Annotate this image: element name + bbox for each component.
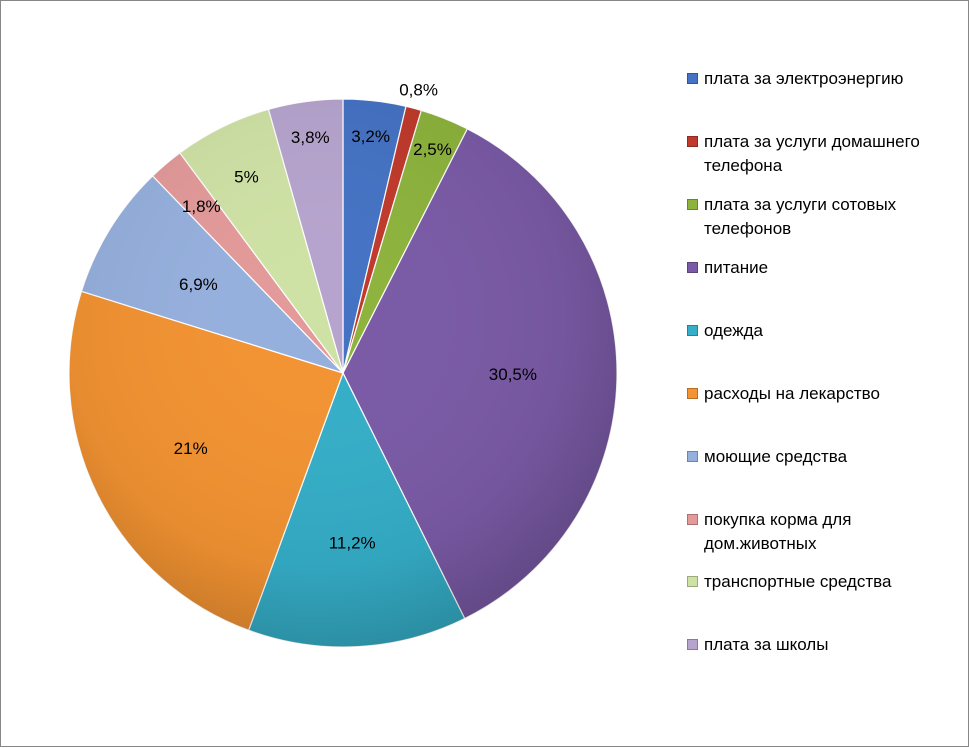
pie-data-label: 1,8%	[182, 197, 221, 216]
legend-label: транспортные средства	[704, 572, 892, 591]
pie-data-label: 2,5%	[413, 140, 452, 159]
legend-swatch	[687, 136, 698, 147]
legend-item-home-phone: плата за услуги домашнего телефона	[687, 130, 957, 178]
legend-item-pet-food: покупка корма для дом.животных	[687, 508, 957, 556]
legend-swatch	[687, 73, 698, 84]
pie-data-label: 30,5%	[489, 365, 537, 384]
legend-swatch	[687, 262, 698, 273]
pie-data-label: 3,2%	[351, 127, 390, 146]
legend-label: моющие средства	[704, 447, 848, 466]
legend-swatch	[687, 199, 698, 210]
legend-label: плата за школы	[704, 635, 829, 654]
legend-swatch	[687, 576, 698, 587]
pie-data-label: 21%	[174, 439, 208, 458]
pie-data-label: 3,8%	[291, 128, 330, 147]
legend-label: плата за услуги сотовых телефонов	[704, 195, 897, 238]
legend-item-schools: плата за школы	[687, 633, 957, 657]
pie-data-label: 6,9%	[179, 275, 218, 294]
legend-swatch	[687, 514, 698, 525]
pie-data-label: 0,8%	[399, 81, 438, 100]
legend-label: одежда	[704, 321, 764, 340]
legend-item-electricity: плата за электроэнергию	[687, 67, 957, 91]
legend-item-transport: транспортные средства	[687, 570, 957, 594]
legend-label: покупка корма для дом.животных	[704, 510, 852, 553]
legend-swatch	[687, 325, 698, 336]
pie-data-label: 11,2%	[329, 534, 376, 553]
legend-item-mobile: плата за услуги сотовых телефонов	[687, 193, 957, 241]
legend-label: плата за электроэнергию	[704, 69, 904, 88]
legend-label: питание	[704, 258, 769, 277]
legend-label: плата за услуги домашнего телефона	[704, 132, 920, 175]
pie-data-label: 5%	[234, 167, 259, 186]
legend-item-detergents: моющие средства	[687, 445, 957, 469]
legend-item-medicine: расходы на лекарство	[687, 382, 957, 406]
legend-swatch	[687, 639, 698, 650]
legend-item-food: питание	[687, 256, 957, 280]
legend-label: расходы на лекарство	[704, 384, 880, 403]
legend-swatch	[687, 451, 698, 462]
legend-item-clothes: одежда	[687, 319, 957, 343]
legend-swatch	[687, 388, 698, 399]
